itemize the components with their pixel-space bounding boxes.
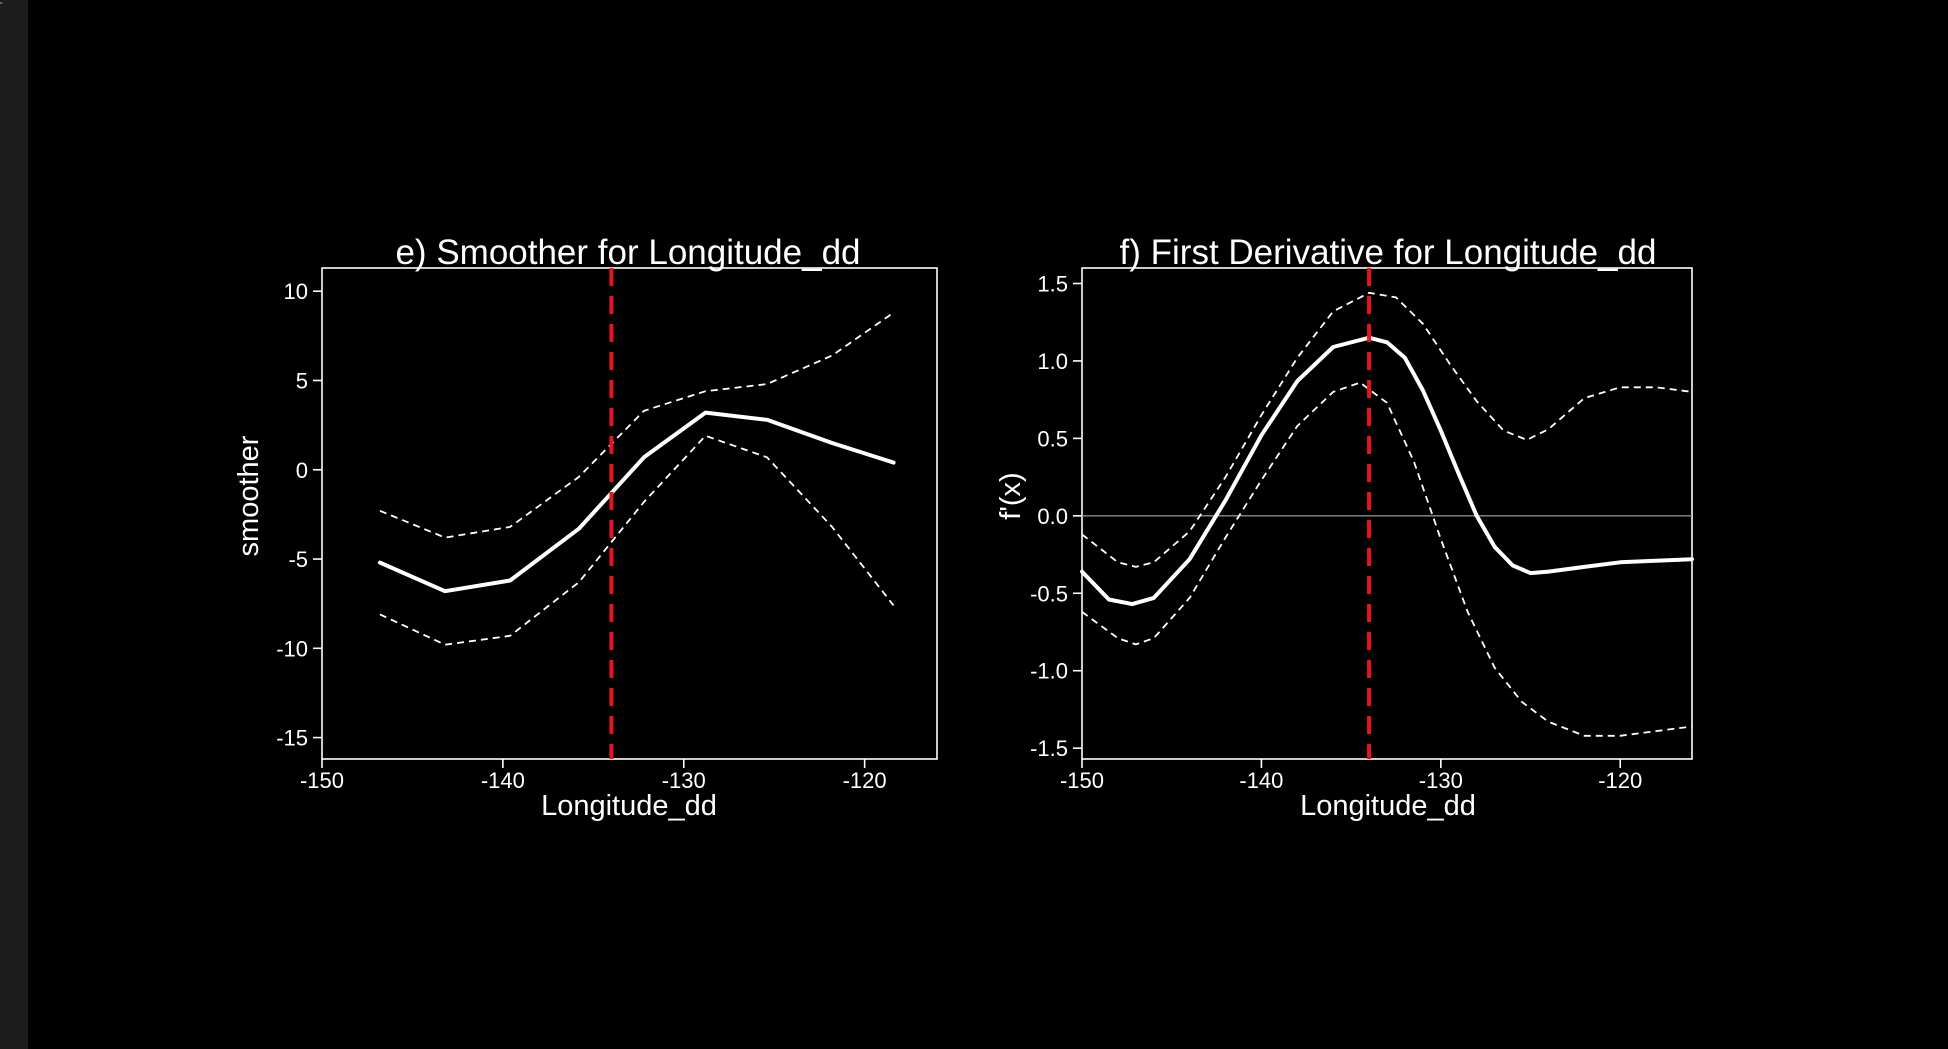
panel-e-y-axis-label: smoother: [233, 435, 265, 556]
panel-f-y-tick-label: 1.0: [1037, 349, 1068, 374]
panel-e-lower-line: [379, 434, 895, 646]
panel-f-estimate-line: [1080, 335, 1694, 607]
panel-f-lower-line: [1081, 381, 1693, 737]
panel-e-y-tick-label: 0: [296, 458, 308, 483]
panel-f-y-tick-label: -0.5: [1030, 581, 1068, 606]
smoother-panel: e) Smoother for Longitude_dd Longitude_d…: [233, 233, 938, 822]
panel-e-x-tick-label: -120: [843, 768, 887, 793]
panel-f-x-tick-label: -150: [1060, 768, 1104, 793]
panel-f-title: f) First Derivative for Longitude_dd: [1120, 233, 1657, 272]
panel-e-title: e) Smoother for Longitude_dd: [395, 233, 860, 272]
panel-e-y-tick-label: -15: [276, 726, 308, 751]
panel-e-x-tick-label: -130: [662, 768, 706, 793]
panel-f-upper-line: [1081, 291, 1693, 568]
panel-f-frame: [1081, 267, 1693, 760]
panel-e-x-tick-label: -140: [481, 768, 525, 793]
panel-e-x-tick-label: -150: [300, 768, 344, 793]
panel-e-plot-area: -150 -140 -130 -120 -15 -10 -5 0 5 10: [276, 267, 938, 793]
panel-f-y-tick-label: 1.5: [1037, 271, 1068, 296]
derivative-panel: f) First Derivative for Longitude_dd Lon…: [995, 233, 1694, 822]
panel-f-y-tick-label: -1.5: [1030, 736, 1068, 761]
window-edge-strip: “: [0, 0, 28, 1049]
panel-f-x-tick-label: -120: [1598, 768, 1642, 793]
panel-e-y-tick-label: -5: [288, 547, 308, 572]
panel-f-x-axis-label: Longitude_dd: [1300, 790, 1476, 822]
panel-f-x-tick-label: -140: [1239, 768, 1283, 793]
panel-f-x-tick-label: -130: [1419, 768, 1463, 793]
panel-f-y-tick-label: 0.5: [1037, 426, 1068, 451]
panel-f-y-axis-label: f'(x): [995, 472, 1027, 519]
panel-e-upper-line: [379, 311, 895, 539]
panel-f-plot-area: -150 -140 -130 -120 -1.5 -1.0 -0.5 0.0 0.5 1.0 1.5: [1030, 267, 1694, 793]
panel-f-y-tick-label: 0.0: [1037, 504, 1068, 529]
panel-e-estimate-line: [377, 410, 896, 594]
panel-e-y-tick-label: 5: [296, 368, 308, 393]
panel-e-x-axis-label: Longitude_dd: [541, 790, 717, 822]
panel-e-y-tick-label: -10: [276, 636, 308, 661]
panel-e-y-tick-label: 10: [284, 279, 308, 304]
panel-f-y-tick-label: -1.0: [1030, 659, 1068, 684]
panel-e-frame: [321, 267, 938, 760]
